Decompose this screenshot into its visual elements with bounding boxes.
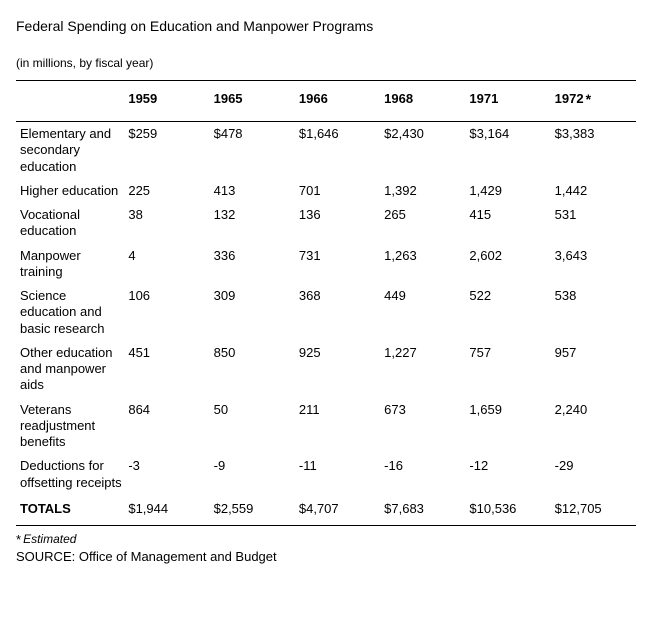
cell: $12,705 [551,495,636,523]
header-year-label: 1972 [555,91,584,106]
cell: 449 [380,284,465,341]
cell: 850 [210,341,295,398]
cell: 522 [465,284,550,341]
asterisk-icon: * [586,91,591,107]
cell: -16 [380,454,465,495]
spending-table: 1959 1965 1966 1968 1971 1972* Elementar… [16,80,636,523]
row-label: Manpower training [16,244,124,285]
table-row: Higher education 225 413 701 1,392 1,429… [16,179,636,203]
cell: $2,430 [380,122,465,179]
cell: 225 [124,179,209,203]
header-year: 1959 [124,81,209,122]
cell: 3,643 [551,244,636,285]
cell: $2,559 [210,495,295,523]
cell: 701 [295,179,380,203]
cell: 1,429 [465,179,550,203]
cell: 731 [295,244,380,285]
cell: 1,227 [380,341,465,398]
cell: 757 [465,341,550,398]
table-row-totals: TOTALS $1,944 $2,559 $4,707 $7,683 $10,5… [16,495,636,523]
cell: 957 [551,341,636,398]
cell: 2,602 [465,244,550,285]
cell: $478 [210,122,295,179]
cell: 451 [124,341,209,398]
row-label: Higher education [16,179,124,203]
table-row: Elementary and secondary education $259 … [16,122,636,179]
cell: 1,392 [380,179,465,203]
cell: 1,263 [380,244,465,285]
cell: -3 [124,454,209,495]
cell: $4,707 [295,495,380,523]
cell: 309 [210,284,295,341]
row-label: Veterans readjustment benefits [16,398,124,455]
footnote-mark: * [16,532,21,547]
table-header-row: 1959 1965 1966 1968 1971 1972* [16,81,636,122]
cell: 1,659 [465,398,550,455]
footnote-text: Estimated [23,532,76,546]
header-year: 1965 [210,81,295,122]
cell: 413 [210,179,295,203]
cell: -9 [210,454,295,495]
cell: $1,944 [124,495,209,523]
source-line: SOURCE: Office of Management and Budget [16,549,636,564]
row-label: Other education and manpower aids [16,341,124,398]
totals-label: TOTALS [16,495,124,523]
header-year: 1968 [380,81,465,122]
cell: $1,646 [295,122,380,179]
table-row: Deductions for offsetting receipts -3 -9… [16,454,636,495]
row-label: Science education and basic research [16,284,124,341]
table-row: Manpower training 4 336 731 1,263 2,602 … [16,244,636,285]
table-row: Science education and basic research 106… [16,284,636,341]
cell: $10,536 [465,495,550,523]
cell: 864 [124,398,209,455]
footnote: *Estimated [16,532,636,547]
header-blank [16,81,124,122]
cell: 531 [551,203,636,244]
cell: -11 [295,454,380,495]
cell: 925 [295,341,380,398]
cell: 4 [124,244,209,285]
cell: 265 [380,203,465,244]
cell: 38 [124,203,209,244]
cell: $3,164 [465,122,550,179]
page-title: Federal Spending on Education and Manpow… [16,18,636,34]
table-row: Vocational education 38 132 136 265 415 … [16,203,636,244]
table-body: Elementary and secondary education $259 … [16,122,636,524]
cell: 538 [551,284,636,341]
cell: 2,240 [551,398,636,455]
page-subtitle: (in millions, by fiscal year) [16,56,636,70]
cell: 50 [210,398,295,455]
row-label: Vocational education [16,203,124,244]
cell: -12 [465,454,550,495]
cell: 136 [295,203,380,244]
cell: 415 [465,203,550,244]
cell: 132 [210,203,295,244]
cell: 336 [210,244,295,285]
cell: 673 [380,398,465,455]
cell: $7,683 [380,495,465,523]
row-label: Deductions for offsetting receipts [16,454,124,495]
cell: 211 [295,398,380,455]
cell: $259 [124,122,209,179]
cell: -29 [551,454,636,495]
table-row: Other education and manpower aids 451 85… [16,341,636,398]
cell: 1,442 [551,179,636,203]
row-label: Elementary and secondary education [16,122,124,179]
header-year-est: 1972* [551,81,636,122]
header-year: 1966 [295,81,380,122]
table-row: Veterans readjustment benefits 864 50 21… [16,398,636,455]
table-bottom-rule [16,525,636,526]
cell: $3,383 [551,122,636,179]
header-year: 1971 [465,81,550,122]
cell: 368 [295,284,380,341]
cell: 106 [124,284,209,341]
